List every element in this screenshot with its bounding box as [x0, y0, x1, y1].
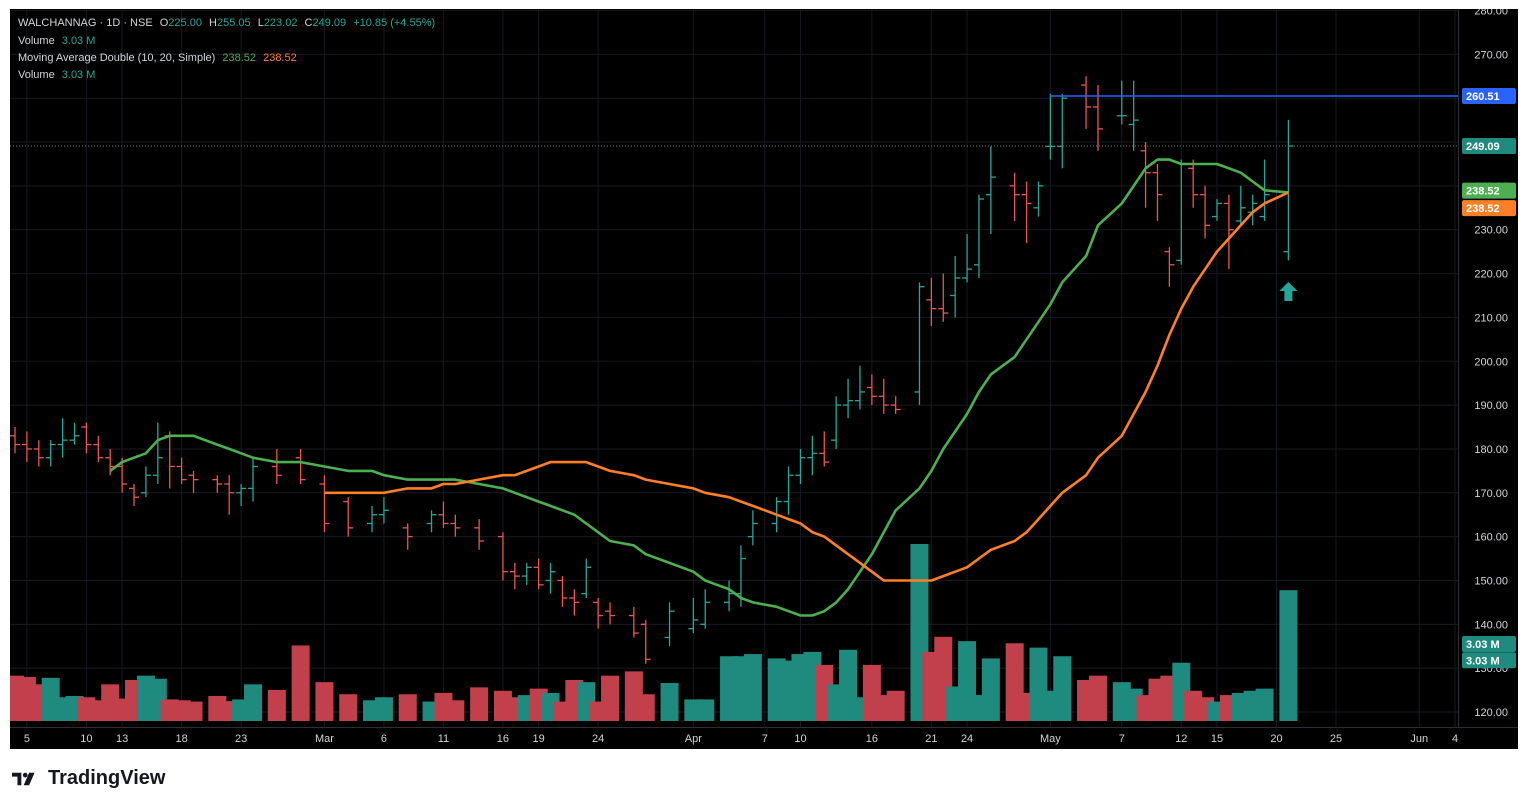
volume-bar [339, 694, 358, 721]
legend-ma1-value: 238.52 [222, 52, 257, 64]
volume-bar [981, 658, 1000, 721]
volume-tag-1: 3.03 M [1466, 639, 1500, 651]
volume-bar [184, 701, 203, 721]
price-tick-label: 150.00 [1474, 575, 1508, 587]
legend-high-label: H [209, 17, 217, 29]
time-tick-label: 20 [1270, 733, 1282, 745]
legend-volume2-value: 3.03 M [61, 69, 96, 81]
signal-up-arrow-icon [1279, 282, 1298, 301]
price-tick-label: 170.00 [1474, 488, 1508, 500]
volume-bar [267, 689, 286, 721]
volume-bar [446, 700, 465, 721]
price-tick-label: 220.00 [1474, 269, 1508, 281]
price-tick-label: 140.00 [1474, 619, 1508, 631]
last-price-tag-bg [1462, 138, 1516, 155]
time-tick-label: 12 [1175, 733, 1187, 745]
chart-frame[interactable]: 120.00 130.00 140.00 150.00 160.00 170.00 180.… [10, 9, 1518, 749]
time-tick-label: 16 [866, 733, 878, 745]
hline-price-tag-bg [1462, 87, 1516, 104]
volume-bar [743, 654, 762, 721]
legend-change: +10.85 (+4.55%) [353, 17, 436, 29]
price-tick-label: 280.00 [1474, 9, 1508, 18]
volume-bar [1088, 675, 1107, 721]
volume-bar [636, 694, 655, 721]
price-tick-label: 160.00 [1474, 532, 1508, 544]
volume-bar [1255, 688, 1274, 721]
time-tick-label: 24 [961, 733, 973, 745]
volume-bar [374, 697, 393, 721]
time-tick-label: 23 [235, 733, 247, 745]
legend-high: 255.05 [216, 17, 251, 29]
legend-open: 225.00 [168, 17, 202, 29]
volume-bar [470, 687, 489, 721]
time-tick-label: 10 [80, 733, 92, 745]
legend-volume-2: Volume 3.03 M [18, 69, 99, 81]
volume-bar [1279, 590, 1298, 721]
brand-name[interactable]: TradingView [48, 767, 166, 789]
price-tick-label: 210.00 [1474, 312, 1508, 324]
volume-bar [886, 690, 905, 721]
legend-close: 249.09 [312, 17, 347, 29]
price-tick-label: 270.00 [1474, 49, 1508, 61]
time-tick-label: 15 [1211, 733, 1223, 745]
time-tick-label: May [1040, 733, 1061, 745]
ma-fast-line [109, 158, 1289, 617]
legend-ma-label: Moving Average Double (10, 20, Simple) [18, 52, 216, 64]
legend-symbol: WALCHANNAG · 1D · NSE [18, 17, 153, 29]
time-tick-label: 6 [381, 733, 387, 745]
tradingview-logo-icon[interactable] [12, 771, 40, 787]
time-tick-label: 18 [175, 733, 187, 745]
price-tick-label: 190.00 [1474, 400, 1508, 412]
time-tick-label: 16 [497, 733, 509, 745]
time-tick-label: 10 [794, 733, 806, 745]
volume-bar [398, 694, 417, 721]
volume-tag-1-bg [1462, 636, 1516, 653]
volume-bar [601, 675, 620, 721]
time-tick-label: Apr [685, 733, 702, 745]
time-tick-label: 7 [1119, 733, 1125, 745]
time-tick-label: 19 [533, 733, 545, 745]
legend-open-label: O [159, 17, 169, 29]
legend-volume-value: 3.03 M [61, 35, 96, 47]
price-chart[interactable]: 120.00130.00140.00150.00160.00170.00180.… [10, 9, 1518, 749]
legend-low-label: L [257, 17, 264, 29]
time-tick-label: 25 [1330, 733, 1342, 745]
time-tick-label: 21 [925, 733, 937, 745]
ma-fast-price-tag: 238.52 [1466, 186, 1500, 198]
last-price-tag: 249.09 [1466, 141, 1500, 153]
legend-volume-label: Volume [18, 35, 55, 47]
legend-low: 223.02 [263, 17, 298, 29]
ma-fast-price-tag-bg [1462, 182, 1516, 199]
hline-price-tag: 260.51 [1466, 91, 1500, 103]
volume-bar [1053, 656, 1072, 721]
legend-volume: Volume 3.03 M [18, 35, 99, 47]
legend-ma: Moving Average Double (10, 20, Simple) 2… [18, 52, 301, 64]
volume-tag-2: 3.03 M [1466, 655, 1500, 667]
legend-ohlc: WALCHANNAG · 1D · NSE O225.00 H255.05 L2… [18, 17, 439, 29]
ma-slow-price-tag: 238.52 [1466, 203, 1500, 215]
price-tick-label: 200.00 [1474, 356, 1508, 368]
time-tick-label: Mar [315, 733, 334, 745]
time-tick-label: 4 [1452, 733, 1458, 745]
volume-bar [696, 699, 715, 721]
price-tick-label: 230.00 [1474, 225, 1508, 237]
volume-bar [660, 683, 679, 721]
time-tick-label: 13 [116, 733, 128, 745]
price-tick-label: 180.00 [1474, 444, 1508, 456]
legend-volume2-label: Volume [18, 69, 55, 81]
volume-bar [315, 682, 334, 721]
ma-slow-price-tag-bg [1462, 200, 1516, 217]
time-tick-label: 7 [762, 733, 768, 745]
time-tick-label: 24 [592, 733, 604, 745]
time-tick-label: 11 [438, 733, 449, 745]
time-tick-label: 5 [24, 733, 30, 745]
price-tick-label: 120.00 [1474, 707, 1508, 719]
ma-slow-line [324, 191, 1289, 582]
legend-close-label: C [304, 17, 313, 29]
volume-bar [291, 645, 310, 721]
volume-bar [244, 684, 263, 721]
legend-ma2-value: 238.52 [263, 52, 297, 64]
volume-tag-2-bg [1462, 652, 1516, 669]
time-tick-label: Jun [1410, 733, 1428, 745]
